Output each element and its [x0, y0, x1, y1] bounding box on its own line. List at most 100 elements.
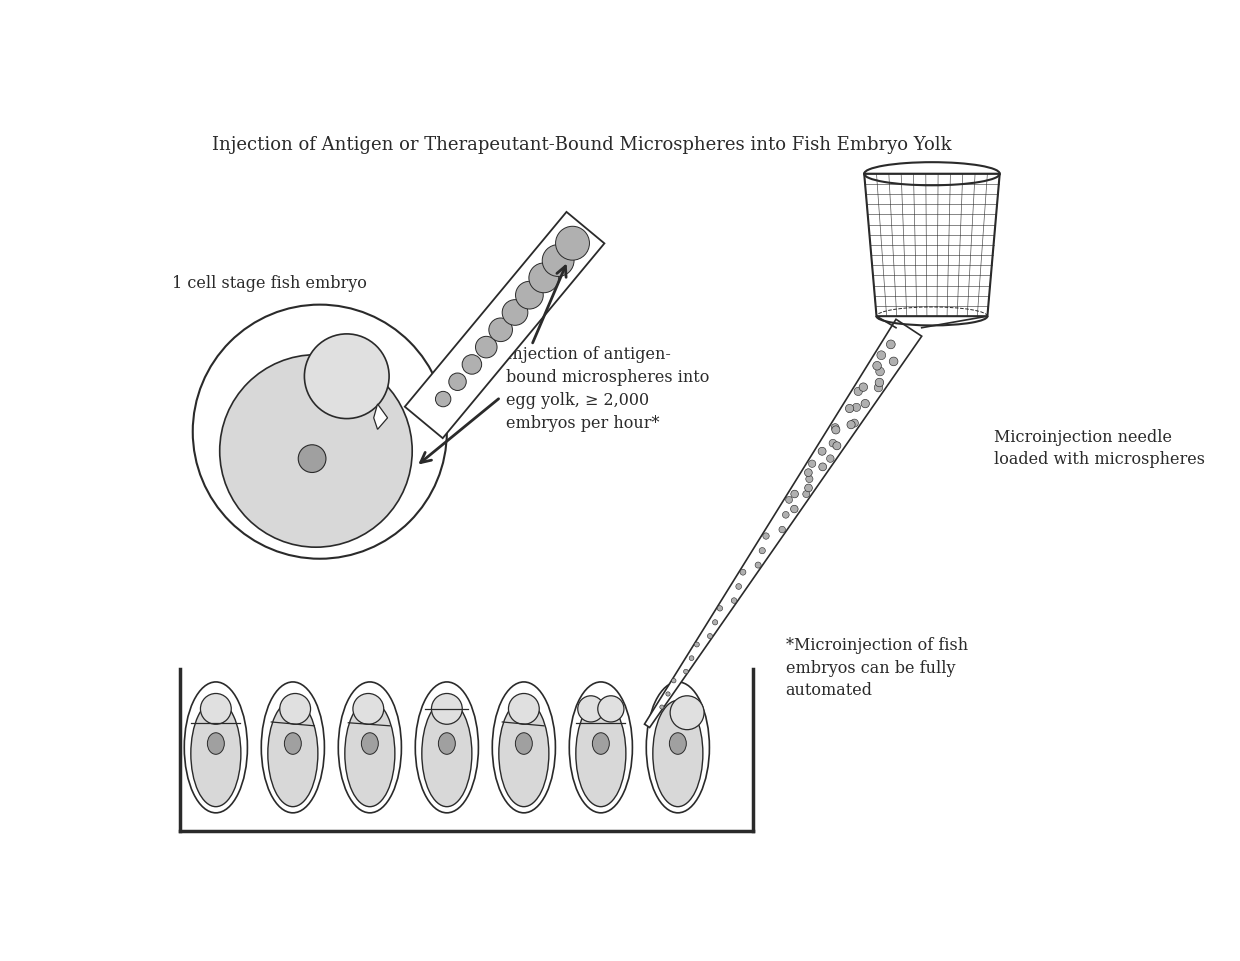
- Ellipse shape: [492, 682, 556, 813]
- Circle shape: [759, 548, 765, 554]
- Circle shape: [887, 340, 895, 350]
- Polygon shape: [645, 320, 921, 727]
- Circle shape: [578, 696, 604, 723]
- Ellipse shape: [422, 701, 472, 807]
- Ellipse shape: [268, 701, 317, 807]
- Circle shape: [508, 694, 539, 725]
- Ellipse shape: [207, 733, 224, 754]
- Ellipse shape: [415, 682, 479, 813]
- FancyArrowPatch shape: [420, 400, 498, 463]
- Circle shape: [735, 584, 742, 590]
- Ellipse shape: [262, 682, 325, 813]
- Circle shape: [598, 696, 624, 723]
- Text: Injection of Antigen or Therapeutant-Bound Microspheres into Fish Embryo Yolk: Injection of Antigen or Therapeutant-Bou…: [212, 136, 951, 154]
- Circle shape: [782, 512, 789, 519]
- Circle shape: [846, 405, 853, 413]
- Circle shape: [449, 374, 466, 391]
- Circle shape: [529, 263, 559, 293]
- Circle shape: [280, 694, 310, 725]
- Circle shape: [806, 476, 813, 483]
- Ellipse shape: [439, 733, 455, 754]
- Text: *Microinjection of fish
embryos can be fully
automated: *Microinjection of fish embryos can be f…: [786, 636, 967, 699]
- Circle shape: [556, 227, 589, 260]
- Ellipse shape: [575, 701, 626, 807]
- Circle shape: [299, 445, 326, 473]
- Circle shape: [873, 362, 882, 371]
- Circle shape: [353, 694, 383, 725]
- Circle shape: [808, 460, 816, 468]
- Circle shape: [859, 383, 868, 392]
- Circle shape: [805, 469, 812, 477]
- Ellipse shape: [345, 701, 394, 807]
- Circle shape: [516, 282, 543, 309]
- Circle shape: [713, 620, 718, 626]
- Ellipse shape: [593, 733, 609, 754]
- Circle shape: [304, 334, 389, 419]
- Circle shape: [763, 533, 769, 540]
- Circle shape: [852, 404, 861, 412]
- Ellipse shape: [569, 682, 632, 813]
- Ellipse shape: [498, 701, 549, 807]
- Circle shape: [475, 337, 497, 358]
- Circle shape: [432, 694, 463, 725]
- Ellipse shape: [361, 733, 378, 754]
- Circle shape: [463, 356, 481, 375]
- Circle shape: [779, 527, 785, 533]
- Circle shape: [833, 442, 841, 451]
- Polygon shape: [864, 175, 999, 317]
- Circle shape: [435, 392, 451, 407]
- Circle shape: [877, 352, 885, 360]
- Ellipse shape: [191, 701, 241, 807]
- Polygon shape: [373, 405, 388, 430]
- Circle shape: [201, 694, 231, 725]
- Circle shape: [831, 424, 839, 432]
- Ellipse shape: [339, 682, 402, 813]
- Circle shape: [791, 505, 799, 513]
- Polygon shape: [404, 212, 604, 439]
- Circle shape: [832, 427, 839, 434]
- Circle shape: [708, 634, 713, 639]
- Circle shape: [672, 678, 676, 683]
- Ellipse shape: [670, 733, 686, 754]
- Circle shape: [889, 357, 898, 366]
- FancyArrowPatch shape: [533, 267, 567, 343]
- Text: 1 cell stage fish embryo: 1 cell stage fish embryo: [172, 275, 367, 291]
- Circle shape: [875, 368, 884, 377]
- Circle shape: [874, 384, 883, 392]
- Circle shape: [219, 356, 412, 548]
- Circle shape: [818, 463, 827, 471]
- Circle shape: [717, 606, 723, 611]
- Circle shape: [670, 696, 704, 730]
- Circle shape: [791, 491, 799, 499]
- Circle shape: [875, 379, 884, 387]
- Circle shape: [805, 484, 812, 492]
- Circle shape: [542, 245, 574, 277]
- Circle shape: [489, 319, 512, 342]
- Circle shape: [830, 440, 837, 448]
- Circle shape: [683, 670, 688, 674]
- Ellipse shape: [284, 733, 301, 754]
- Circle shape: [851, 420, 858, 428]
- Ellipse shape: [516, 733, 532, 754]
- Circle shape: [689, 656, 694, 661]
- Circle shape: [666, 692, 670, 697]
- Circle shape: [786, 497, 792, 504]
- Circle shape: [861, 400, 869, 408]
- Circle shape: [818, 448, 826, 456]
- Circle shape: [740, 570, 746, 576]
- Circle shape: [854, 388, 862, 396]
- Circle shape: [192, 306, 446, 559]
- Circle shape: [827, 456, 835, 463]
- Ellipse shape: [652, 701, 703, 807]
- Circle shape: [660, 705, 663, 709]
- Circle shape: [802, 491, 810, 498]
- Circle shape: [755, 562, 761, 569]
- Circle shape: [847, 421, 856, 430]
- Text: Microinjection needle
loaded with microspheres: Microinjection needle loaded with micros…: [993, 429, 1204, 468]
- Circle shape: [502, 301, 528, 326]
- Ellipse shape: [185, 682, 248, 813]
- Circle shape: [694, 642, 699, 648]
- Circle shape: [732, 598, 737, 604]
- Text: Injection of antigen-
bound microspheres into
egg yolk, ≥ 2,000
embryos per hour: Injection of antigen- bound microspheres…: [506, 346, 709, 431]
- Ellipse shape: [646, 682, 709, 813]
